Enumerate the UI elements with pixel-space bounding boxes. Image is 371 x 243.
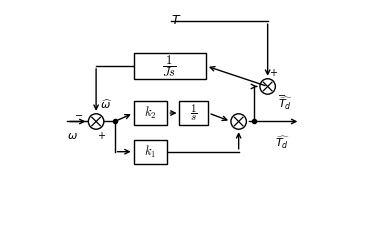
- Text: $k_2$: $k_2$: [144, 105, 157, 121]
- Text: $\omega$: $\omega$: [67, 131, 78, 141]
- Text: $+$: $+$: [269, 67, 278, 78]
- Text: $\widehat{T_d}$: $\widehat{T_d}$: [275, 135, 290, 151]
- Text: $-$: $-$: [75, 109, 83, 119]
- Text: $+$: $+$: [97, 130, 106, 141]
- Bar: [134, 140, 167, 164]
- Bar: [180, 101, 209, 125]
- Text: $-$: $-$: [277, 89, 286, 99]
- Bar: [134, 53, 206, 79]
- Circle shape: [231, 114, 246, 129]
- Text: $\dfrac{1}{Js}$: $\dfrac{1}{Js}$: [162, 53, 177, 79]
- Circle shape: [260, 79, 275, 94]
- Text: $\widehat{T_d}$: $\widehat{T_d}$: [278, 95, 293, 112]
- Text: $T$: $T$: [171, 14, 181, 27]
- Text: $\dfrac{1}{s}$: $\dfrac{1}{s}$: [190, 103, 198, 123]
- Text: $\widehat{\omega}$: $\widehat{\omega}$: [100, 98, 112, 111]
- Text: $k_1$: $k_1$: [144, 144, 157, 160]
- Circle shape: [88, 114, 104, 129]
- Bar: [134, 101, 167, 125]
